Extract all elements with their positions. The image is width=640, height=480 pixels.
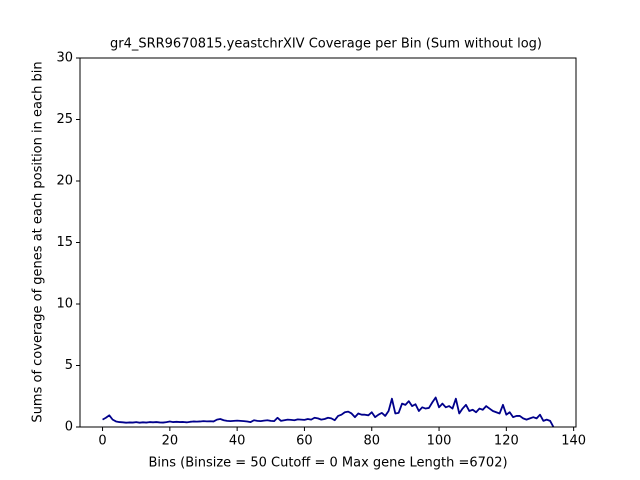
x-tick-label: 140 [561, 434, 586, 449]
y-tick-label: 5 [65, 358, 73, 373]
y-tick-label: 25 [56, 112, 73, 127]
y-tick-label: 20 [56, 174, 73, 189]
data-line [102, 396, 555, 428]
x-tick-label: 60 [296, 434, 313, 449]
x-tick-label: 100 [427, 434, 452, 449]
y-tick-label: 10 [56, 297, 73, 312]
x-tick-label: 80 [363, 434, 380, 449]
y-axis-label: Sums of coverage of genes at each positi… [31, 61, 46, 422]
chart-title: gr4_SRR9670815.yeastchrXIV Coverage per … [110, 37, 542, 52]
x-tick-label: 0 [98, 434, 106, 449]
x-tick-label: 120 [494, 434, 519, 449]
x-tick-label: 20 [162, 434, 179, 449]
y-tick-label: 15 [56, 235, 73, 250]
plot-frame [79, 57, 577, 428]
x-axis-label: Bins (Binsize = 50 Cutoff = 0 Max gene L… [148, 456, 507, 471]
y-tick-label: 30 [56, 51, 73, 66]
y-tick-label: 0 [65, 420, 73, 435]
x-tick-label: 40 [229, 434, 246, 449]
